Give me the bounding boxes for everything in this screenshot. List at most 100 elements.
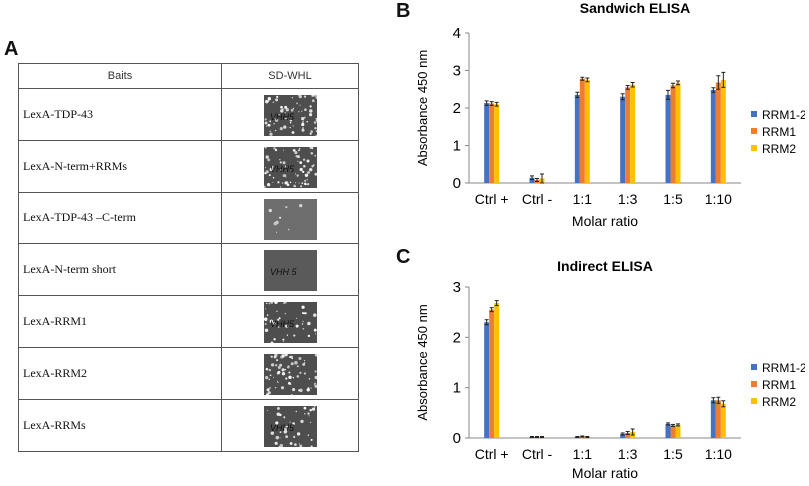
x-tick-label: Ctrl + [475,446,509,462]
bar-rrm1 [625,432,631,438]
chart-title: Indirect ELISA [557,258,653,274]
x-tick-label: Ctrl - [522,446,553,462]
bar-rrm2 [494,303,500,438]
bar-rrm1 [670,425,676,438]
table-row: LexA-TDP-43 VHH5 [18,88,359,141]
growth-cell [221,346,359,400]
legend-label: RRM1-2 [762,361,805,375]
x-tick-label: 1:3 [618,191,638,207]
table-row: LexA-N-term+RRMs VHH5 [18,139,359,193]
table-row: LexA-RRM1 VHH5 [18,295,359,348]
growth-cell: VHH5 [221,295,359,348]
legend-swatch-rrm2 [751,145,757,151]
bar-rrm1-2 [665,94,671,183]
bar-rrm1 [489,309,495,438]
x-tick-label: 1:3 [618,446,638,462]
table-row: LexA-N-term short VHH 5 [18,243,359,297]
growth-cell: VHH 5 [221,243,359,297]
bar-rrm2 [584,79,590,183]
bait-name: LexA-RRMs [18,398,222,452]
header-medium: SD-WHL [221,63,359,89]
table-row: LexA-RRM2 [18,346,359,400]
sandwich-elisa-chart: Sandwich ELISA 0 1 2 3 4 Absorbance 450 nm Ctrl… [415,0,805,229]
x-axis-label: Molar ratio [572,465,638,481]
x-tick-label: 1:1 [573,446,593,462]
y-tick-label: 3 [453,63,461,80]
table-row: LexA-RRMs VHH5 [18,398,359,452]
yeast-plate-image: VHH 5 [264,250,317,292]
bar-rrm1-2 [484,103,490,183]
yeast-plate-image: VHH5 [264,405,317,447]
yeast-plate-image: VHH5 [264,302,317,344]
table-header-row: Baits SD-WHL [18,63,359,89]
bar-rrm2 [675,424,681,438]
legend-swatch-rrm1 [751,381,757,387]
growth-cell: VHH5 [221,88,359,141]
yeast-plate-image [264,198,317,240]
bait-name: LexA-RRM2 [18,346,222,400]
legend-swatch-rrm1-2 [751,364,757,370]
bar-rrm1 [489,103,495,183]
bar-rrm2 [675,82,681,183]
legend-label: RRM1-2 [762,108,805,122]
legend-label: RRM1 [762,378,796,392]
table-row: LexA-TDP-43 –C-term [18,191,359,245]
y-tick-label: 1 [453,138,461,155]
indirect-elisa-chart: Indirect ELISA 0 1 2 3 Absorbance 450 nm Ctrl … [415,258,805,481]
y-tick-label: 4 [453,25,461,42]
y-axis-label: Absorbance 450 nm [415,50,430,166]
yeast-plate-image: VHH5 [264,146,317,188]
bait-name: LexA-TDP-43 –C-term [18,191,222,245]
growth-cell: VHH5 [221,398,359,452]
plate-handwritten-label: VHH5 [270,423,295,433]
bar-rrm1 [670,85,676,183]
x-tick-label: 1:5 [663,191,683,207]
header-baits: Baits [18,63,222,89]
growth-cell: VHH5 [221,139,359,193]
y-tick-label: 3 [453,279,461,296]
y2h-table: Baits SD-WHL LexA-TDP-43 VHH5 LexA-N-term+… [18,63,359,452]
bar-rrm2 [720,79,726,183]
panel-c-letter: C [396,246,411,268]
yeast-plate-image [264,353,317,395]
x-tick-label: Ctrl - [522,191,553,207]
legend-label: RRM2 [762,142,796,156]
legend-swatch-rrm2 [751,398,757,404]
bar-rrm1-2 [529,177,535,183]
bar-rrm1-2 [620,433,626,438]
bar-rrm1 [625,87,631,183]
panel-a-letter: A [4,38,19,60]
x-tick-label: 1:5 [663,446,683,462]
bar-rrm2 [630,84,636,183]
bar-rrm1-2 [620,96,626,183]
bar-rrm1 [715,400,721,438]
y-tick-label: 2 [453,329,461,346]
y-axis-label: Absorbance 450 nm [415,304,430,420]
y-tick-label: 1 [453,380,461,397]
x-tick-label: 1:10 [705,446,732,462]
y-tick-label: 0 [453,175,461,192]
bar-rrm2 [720,403,726,438]
plate-handwritten-label: VHH5 [270,112,295,122]
plate-handwritten-label: VHH 5 [270,267,298,277]
bait-name: LexA-RRM1 [18,295,222,348]
chart-title: Sandwich ELISA [580,0,690,16]
plate-handwritten-label: VHH5 [270,164,295,174]
bar-rrm1-2 [484,322,490,438]
legend-swatch-rrm1-2 [751,111,757,117]
legend-label: RRM2 [762,395,796,409]
bar-rrm1 [715,82,721,183]
bait-name: LexA-N-term short [18,243,222,297]
bar-rrm1-2 [710,90,716,183]
plate-handwritten-label: VHH5 [270,319,295,329]
y-tick-label: 2 [453,100,461,117]
growth-cell [221,191,359,245]
x-tick-label: 1:1 [573,191,593,207]
yeast-plate-image: VHH5 [264,95,317,136]
legend-swatch-rrm1 [751,128,757,134]
bar-rrm2 [494,104,500,183]
bait-name: LexA-N-term+RRMs [18,139,222,193]
x-tick-label: 1:10 [705,191,732,207]
bait-name: LexA-TDP-43 [18,88,222,141]
